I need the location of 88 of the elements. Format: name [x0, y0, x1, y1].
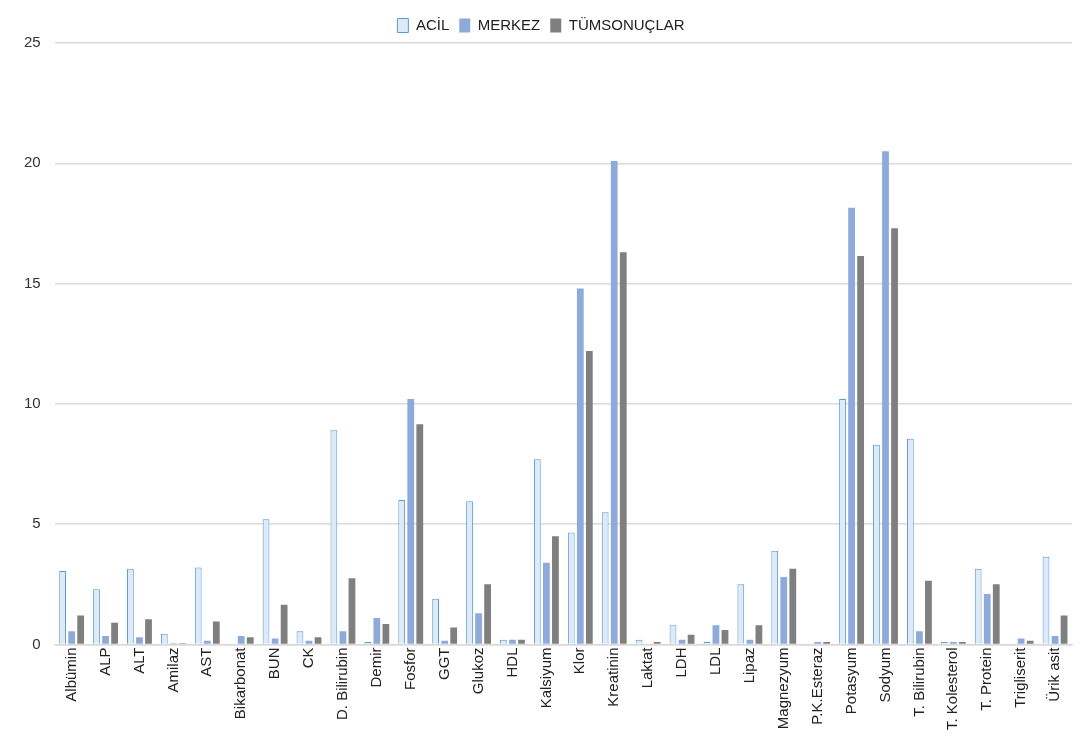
bar — [416, 424, 424, 644]
x-tick-label: Fosfor — [400, 647, 418, 690]
y-tick-label: 15 — [24, 273, 41, 291]
x-tick-label: ALT — [129, 647, 147, 674]
legend-label: ACİL — [415, 15, 450, 33]
x-tick-label: Klor — [570, 647, 588, 675]
bar — [687, 634, 695, 644]
bar — [68, 631, 76, 644]
x-tick-label: T. Protein — [977, 647, 995, 711]
bar — [848, 207, 855, 644]
bar — [203, 640, 211, 644]
bar — [484, 584, 491, 644]
x-tick-label: Laktat — [638, 646, 656, 689]
bar — [212, 621, 220, 644]
bar — [789, 568, 797, 644]
bar — [882, 151, 889, 644]
x-tick-label: Ürik asit — [1045, 646, 1063, 702]
x-tick-label: Potasyum — [841, 647, 859, 715]
x-tick-label: AST — [197, 647, 215, 677]
x-tick-label: Bikarbonat — [231, 646, 249, 720]
bar — [585, 350, 593, 644]
bar — [475, 613, 482, 644]
x-tick-label: Kalsiyum — [536, 647, 554, 709]
bar — [280, 604, 288, 644]
x-tick-label: Kreatinin — [604, 647, 622, 707]
bar — [1051, 636, 1059, 644]
bar — [136, 637, 143, 644]
x-tick-label: CK — [299, 647, 317, 669]
bar — [382, 624, 390, 644]
x-tick-label: Lipaz — [739, 647, 757, 684]
y-tick-label: 25 — [24, 33, 41, 51]
y-tick-label: 20 — [24, 153, 41, 171]
bar — [509, 639, 516, 644]
bar — [145, 619, 152, 644]
bar — [576, 288, 584, 644]
x-tick-label: HDL — [502, 647, 520, 678]
x-tick-label: P.K.Esteraz — [807, 647, 825, 725]
bar — [111, 622, 118, 644]
bar — [339, 631, 347, 644]
bar — [441, 640, 449, 644]
x-tick-label: Albümin — [61, 647, 79, 702]
bar — [857, 255, 865, 644]
bar — [246, 637, 254, 644]
bar — [891, 228, 898, 644]
bar — [237, 636, 245, 644]
bar — [992, 584, 1000, 644]
bar — [543, 562, 550, 644]
x-tick-label: T. Kolesterol — [943, 647, 961, 731]
x-tick-label: Demir — [366, 647, 384, 688]
bar — [271, 638, 279, 644]
bar — [610, 160, 618, 644]
x-tick-label: Sodyum — [875, 647, 893, 703]
bar — [983, 593, 991, 644]
bar — [102, 636, 109, 644]
bar — [746, 639, 754, 644]
x-tick-label: Glukoz — [468, 647, 486, 695]
x-tick-label: Trigliserit — [1011, 646, 1029, 708]
bar — [518, 639, 525, 644]
bar — [780, 577, 788, 644]
bar — [407, 399, 415, 644]
bar — [77, 615, 85, 644]
bar — [552, 536, 559, 644]
x-tick-label: Magnezyum — [773, 647, 791, 730]
x-tick-label: GGT — [434, 647, 452, 680]
x-tick-label: D. Bilirubin — [333, 647, 351, 720]
legend-label: MERKEZ — [477, 15, 541, 33]
bar — [314, 637, 322, 644]
bar — [450, 627, 458, 644]
bar — [712, 625, 720, 644]
legend-label: TÜMSONUÇLAR — [568, 15, 685, 33]
bar — [721, 630, 729, 644]
x-tick-label: ALP — [95, 647, 113, 676]
bar — [916, 631, 923, 644]
bar — [925, 580, 932, 644]
y-tick-label: 10 — [24, 394, 41, 412]
bar — [1017, 638, 1025, 644]
bar — [1026, 640, 1034, 644]
x-tick-label: LDH — [672, 647, 690, 678]
bar — [619, 252, 627, 644]
x-tick-label: Amilaz — [163, 647, 181, 693]
x-tick-label: LDL — [706, 647, 724, 675]
x-tick-label: T. Bilirubin — [909, 647, 927, 717]
y-tick-label: 0 — [32, 634, 41, 652]
bar — [305, 640, 313, 644]
x-tick-label: BUN — [265, 647, 283, 680]
y-tick-label: 5 — [32, 514, 41, 532]
bar — [373, 618, 381, 644]
bar — [755, 625, 763, 644]
